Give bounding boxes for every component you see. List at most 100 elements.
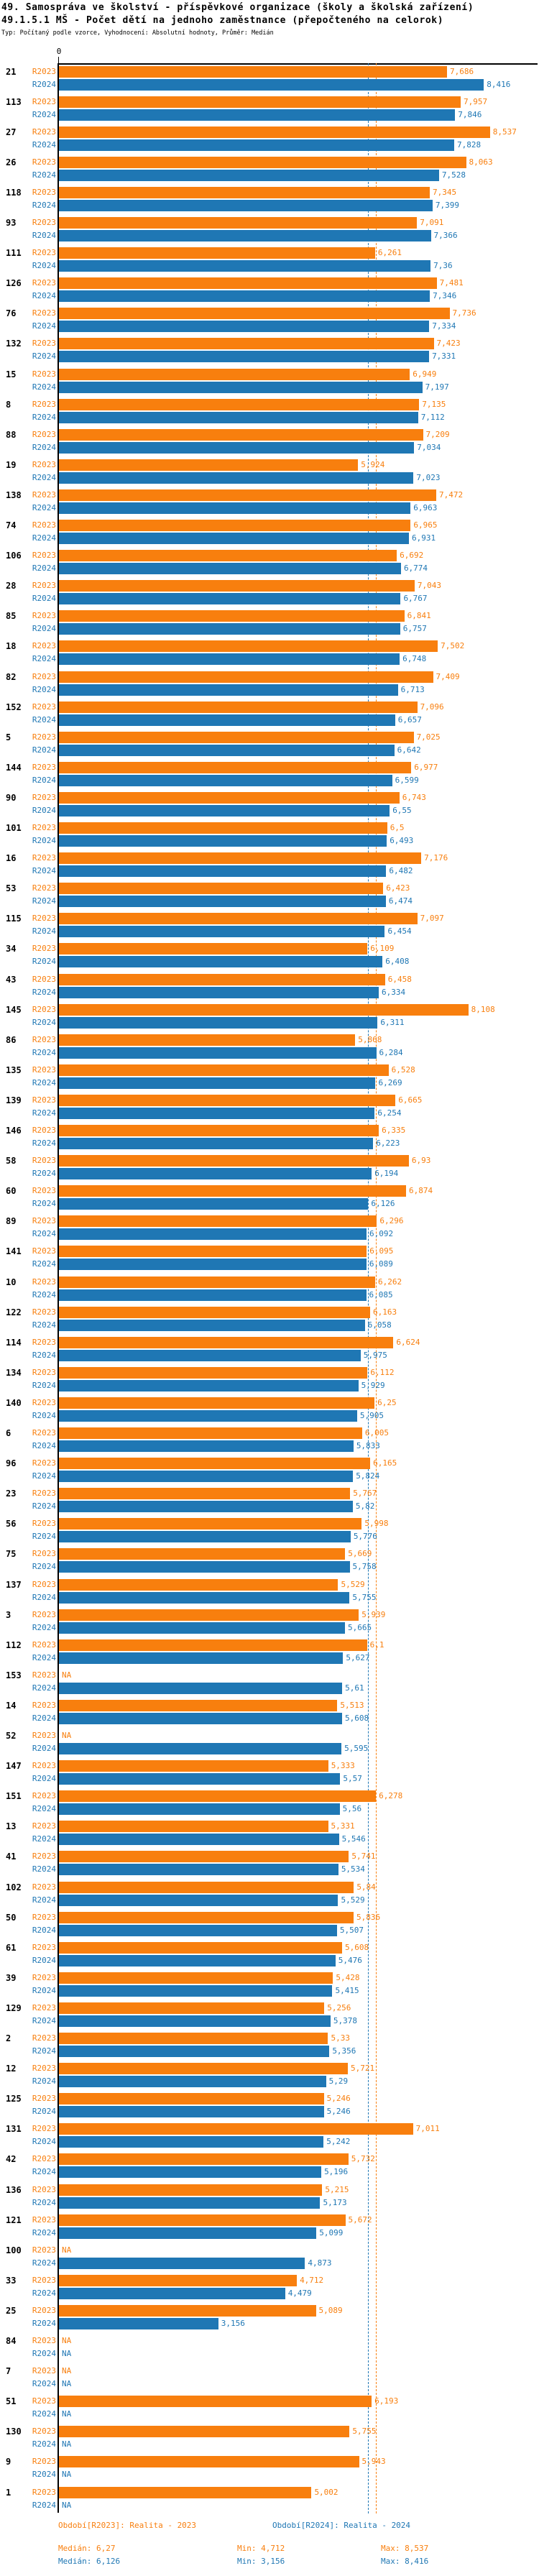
value-label-r2024: 6,311 — [380, 1018, 405, 1027]
value-label-r2023: 7,736 — [452, 308, 476, 318]
value-label-r2023-na: NA — [62, 1670, 72, 1680]
series-tag-r2024: R2024 — [32, 110, 56, 119]
series-tag-r2023: R2023 — [32, 188, 56, 197]
bar-r2024-135 — [59, 1077, 376, 1089]
series-tag-r2023: R2023 — [32, 1065, 56, 1075]
value-label-r2023: 5,608 — [345, 1943, 369, 1952]
bar-r2024-2 — [59, 2046, 330, 2057]
series-tag-r2023: R2023 — [32, 1852, 56, 1861]
value-label-r2023: 6,528 — [391, 1065, 415, 1075]
bar-r2024-102 — [59, 1895, 338, 1906]
value-label-r2023: 7,043 — [417, 581, 441, 590]
value-label-r2023: 6,874 — [408, 1186, 433, 1195]
category-label: 106 — [6, 551, 22, 561]
bar-r2023-23 — [59, 1488, 351, 1499]
bar-r2023-134 — [59, 1367, 368, 1379]
value-label-r2024: 6,657 — [397, 715, 422, 724]
category-label: 118 — [6, 188, 22, 198]
bar-r2023-10 — [59, 1276, 375, 1288]
bar-r2023-139 — [59, 1095, 396, 1106]
series-tag-r2024: R2024 — [32, 1351, 56, 1360]
legend-period-r2024: Období[R2024]: Realita - 2024 — [272, 2521, 411, 2530]
value-label-r2023: 7,686 — [450, 67, 474, 76]
bar-r2024-16 — [59, 865, 387, 877]
series-tag-r2023: R2023 — [32, 1731, 56, 1740]
value-label-r2023: 7,096 — [420, 702, 444, 712]
series-tag-r2023: R2023 — [32, 1821, 56, 1831]
series-tag-r2023: R2023 — [32, 944, 56, 953]
series-tag-r2024: R2024 — [32, 866, 56, 875]
value-label-r2024: 7,334 — [432, 321, 456, 331]
category-label: 23 — [6, 1489, 17, 1499]
series-tag-r2023: R2023 — [32, 1246, 56, 1256]
bar-r2024-42 — [59, 2166, 322, 2178]
bar-r2023-141 — [59, 1246, 367, 1257]
series-tag-r2023: R2023 — [32, 1882, 56, 1892]
value-label-r2024: 5,776 — [353, 1532, 377, 1541]
bar-r2024-28 — [59, 593, 401, 604]
bar-r2024-34 — [59, 956, 383, 967]
category-label: 138 — [6, 490, 22, 500]
series-tag-r2024: R2024 — [32, 1018, 56, 1027]
category-label: 121 — [6, 2215, 22, 2225]
series-tag-r2023: R2023 — [32, 1216, 56, 1225]
series-tag-r2024: R2024 — [32, 594, 56, 603]
bar-r2024-112 — [59, 1652, 344, 1664]
bar-r2024-90 — [59, 805, 390, 816]
category-label: 34 — [6, 944, 17, 954]
series-tag-r2023: R2023 — [32, 702, 56, 712]
series-tag-r2023: R2023 — [32, 1035, 56, 1044]
bar-r2023-121 — [59, 2214, 346, 2226]
value-label-r2024: 5,905 — [359, 1411, 384, 1420]
series-tag-r2024: R2024 — [32, 776, 56, 785]
category-label: 86 — [6, 1035, 17, 1045]
value-label-r2024: 6,757 — [402, 624, 427, 633]
bar-r2024-50 — [59, 1925, 337, 1936]
bar-r2023-146 — [59, 1125, 379, 1136]
bar-r2024-14 — [59, 1713, 343, 1724]
category-label: 151 — [6, 1791, 22, 1801]
series-tag-r2024: R2024 — [32, 1895, 56, 1905]
series-tag-r2023: R2023 — [32, 1338, 56, 1347]
category-label: 102 — [6, 1882, 22, 1892]
series-tag-r2023: R2023 — [32, 369, 56, 379]
category-label: 60 — [6, 1186, 17, 1196]
series-tag-r2024: R2024 — [32, 1956, 56, 1965]
category-label: 2 — [6, 2033, 11, 2043]
value-label-r2024: 5,196 — [324, 2167, 349, 2176]
series-tag-r2023: R2023 — [32, 1005, 56, 1014]
value-label-r2023: 5,943 — [361, 2457, 386, 2466]
series-tag-r2024: R2024 — [32, 2379, 56, 2388]
category-label: 139 — [6, 1095, 22, 1105]
value-label-r2024: 5,173 — [323, 2198, 347, 2207]
value-label-r2023: 5,998 — [364, 1519, 389, 1528]
series-tag-r2023: R2023 — [32, 1277, 56, 1287]
series-tag-r2023: R2023 — [32, 1156, 56, 1165]
series-tag-r2024: R2024 — [32, 2228, 56, 2237]
value-label-r2024: 6,089 — [369, 1259, 393, 1269]
bar-r2024-132 — [59, 351, 430, 362]
bar-r2023-114 — [59, 1337, 394, 1348]
value-label-r2024: 6,126 — [371, 1199, 395, 1208]
category-label: 75 — [6, 1549, 17, 1559]
series-tag-r2023: R2023 — [32, 278, 56, 288]
bar-r2023-56 — [59, 1518, 362, 1530]
bar-r2024-10 — [59, 1289, 367, 1301]
category-label: 26 — [6, 157, 17, 167]
bar-r2024-129 — [59, 2015, 331, 2027]
bar-r2023-39 — [59, 1972, 333, 1984]
category-label: 25 — [6, 2306, 17, 2316]
series-tag-r2023: R2023 — [32, 1186, 56, 1195]
series-tag-r2023: R2023 — [32, 157, 56, 167]
category-label: 145 — [6, 1005, 22, 1015]
bar-r2024-139 — [59, 1108, 375, 1119]
series-tag-r2024: R2024 — [32, 1199, 56, 1208]
series-tag-r2023: R2023 — [32, 581, 56, 590]
category-label: 14 — [6, 1701, 17, 1711]
category-label: 53 — [6, 883, 17, 893]
value-label-r2024: 5,758 — [352, 1562, 377, 1571]
category-label: 140 — [6, 1398, 22, 1408]
category-label: 12 — [6, 2064, 17, 2074]
series-tag-r2024: R2024 — [32, 382, 56, 392]
value-label-r2024: 5,529 — [341, 1895, 365, 1905]
